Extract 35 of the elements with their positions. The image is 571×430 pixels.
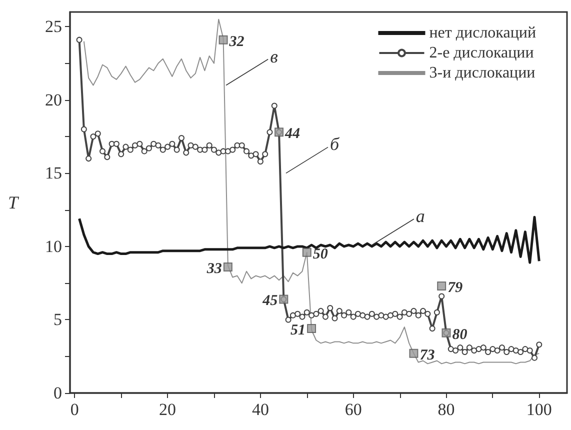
- x-tick-label: 0: [70, 400, 79, 419]
- x-tick-label: 100: [526, 400, 552, 419]
- y-axis-title: T: [8, 192, 20, 212]
- legend-label: нет дислокаций: [429, 24, 536, 42]
- annotation: 79: [448, 280, 464, 296]
- y-tick-label: 10: [45, 236, 62, 256]
- legend-label: 3-и дислокации: [429, 64, 536, 82]
- annotation: б: [330, 134, 340, 154]
- annotation: в: [270, 46, 278, 66]
- annotation: 50: [312, 246, 328, 262]
- point: [307, 324, 316, 334]
- point: [409, 348, 418, 358]
- point: [223, 262, 232, 272]
- annotation: 45: [262, 293, 278, 310]
- annotation: 80: [452, 326, 468, 343]
- y-tick-label: 5: [54, 310, 62, 330]
- annotation: 73: [420, 347, 436, 364]
- y-tick-label: 0: [54, 384, 62, 402]
- x-tick-label: 40: [252, 400, 269, 419]
- annotation: 33: [206, 260, 222, 277]
- legend-label: 2-е дислокации: [429, 44, 534, 62]
- y-tick-label: 15: [45, 164, 62, 183]
- y-tick-label: 25: [45, 17, 62, 36]
- x-tick-label: 20: [159, 400, 176, 419]
- x-tick-label: 80: [438, 400, 455, 419]
- line-series: [78, 216, 540, 264]
- point: [437, 282, 446, 291]
- x-tick-label: 60: [344, 400, 362, 419]
- y-tick-label: 20: [45, 90, 62, 110]
- annotation: 32: [228, 34, 245, 50]
- annotation: 51: [290, 322, 306, 339]
- point: [302, 248, 312, 257]
- point: [218, 35, 228, 44]
- annotation: а: [416, 206, 425, 226]
- annotation: 44: [284, 126, 301, 142]
